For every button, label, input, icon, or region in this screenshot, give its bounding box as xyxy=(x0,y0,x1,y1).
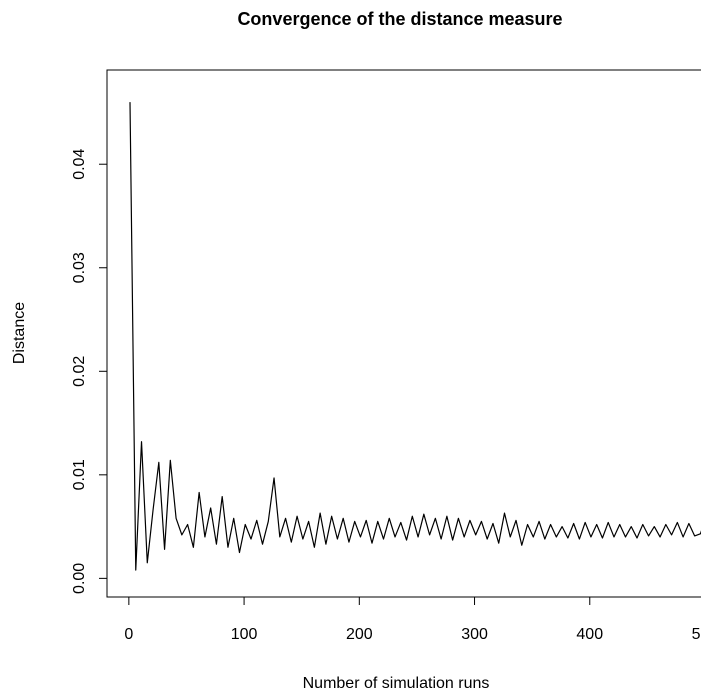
data-line xyxy=(129,102,701,571)
x-tick-label: 200 xyxy=(346,626,373,643)
y-axis-label: Distance xyxy=(11,302,28,364)
x-tick-label: 500 xyxy=(692,626,701,643)
x-tick-label: 100 xyxy=(231,626,258,643)
y-tick-label: 0.02 xyxy=(71,356,88,387)
x-tick-label: 0 xyxy=(124,626,133,643)
y-tick-label: 0.00 xyxy=(71,563,88,594)
x-axis-label: Number of simulation runs xyxy=(303,675,490,692)
chart-title: Convergence of the distance measure xyxy=(237,9,562,29)
x-tick-label: 400 xyxy=(576,626,603,643)
y-tick-label: 0.01 xyxy=(71,459,88,490)
y-tick-label: 0.04 xyxy=(71,149,88,180)
x-tick-label: 300 xyxy=(461,626,488,643)
y-tick-label: 0.03 xyxy=(71,252,88,283)
